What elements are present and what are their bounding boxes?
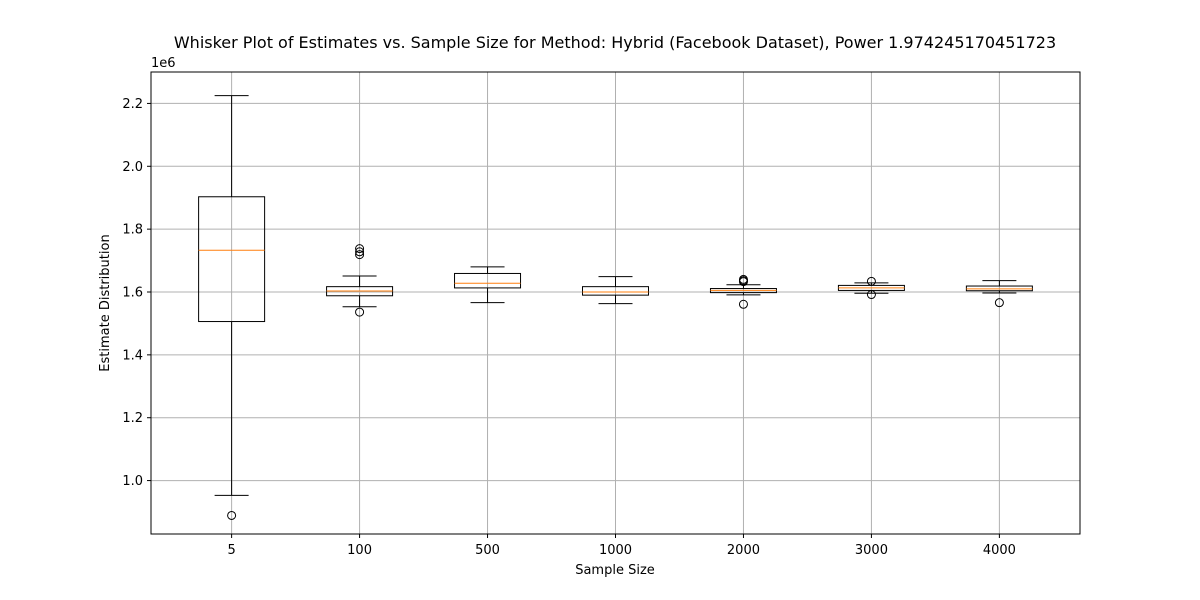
x-axis-label: Sample Size [575, 563, 655, 578]
x-tick-label: 500 [475, 543, 500, 558]
y-tick-label: 1.2 [122, 411, 143, 426]
x-tick-label: 2000 [727, 543, 760, 558]
iqr-box [582, 286, 649, 296]
y-tick-label: 1.0 [122, 474, 143, 489]
outlier-point [355, 307, 365, 317]
y-tick-label: 1.4 [122, 348, 143, 363]
x-tick-label: 1000 [599, 543, 632, 558]
y-tick-label: 1.8 [122, 223, 143, 238]
box-group [198, 95, 266, 520]
x-tick-label: 5 [227, 543, 235, 558]
outlier-point [355, 250, 365, 260]
outlier-point [355, 244, 365, 254]
grid-layer [151, 72, 1080, 534]
plot-area-frame [150, 71, 1081, 535]
outlier-point [227, 510, 237, 520]
x-tick-label: 100 [347, 543, 372, 558]
outlier-point [738, 274, 748, 284]
x-tick-label: 3000 [855, 543, 888, 558]
box-group [582, 276, 649, 305]
box-group [709, 274, 777, 309]
y-tick-label: 1.6 [122, 286, 143, 301]
box-layer [198, 95, 1033, 520]
x-tick-label: 4000 [983, 543, 1016, 558]
outlier-point [866, 276, 876, 286]
y-axis-offset-label: 1e6 [151, 56, 176, 71]
outlier-point [994, 298, 1004, 308]
iqr-box [454, 272, 522, 289]
box-group [965, 280, 1033, 308]
box-group [837, 276, 905, 300]
box-group [326, 244, 394, 317]
outlier-point [738, 299, 748, 309]
tick-layer: 5 100 500 1000 2000 3000 4000 1.0 1.2 1.4 1.6 1.8 2.… [122, 97, 1016, 558]
y-tick-label: 2.2 [122, 97, 143, 112]
y-axis-label: Estimate Distribution [98, 234, 113, 371]
iqr-box [198, 196, 266, 323]
outlier-point [866, 290, 876, 300]
outlier-point [355, 247, 365, 257]
y-tick-label: 2.0 [122, 160, 143, 175]
chart-title: Whisker Plot of Estimates vs. Sample Siz… [174, 33, 1056, 52]
box-group [454, 266, 522, 304]
